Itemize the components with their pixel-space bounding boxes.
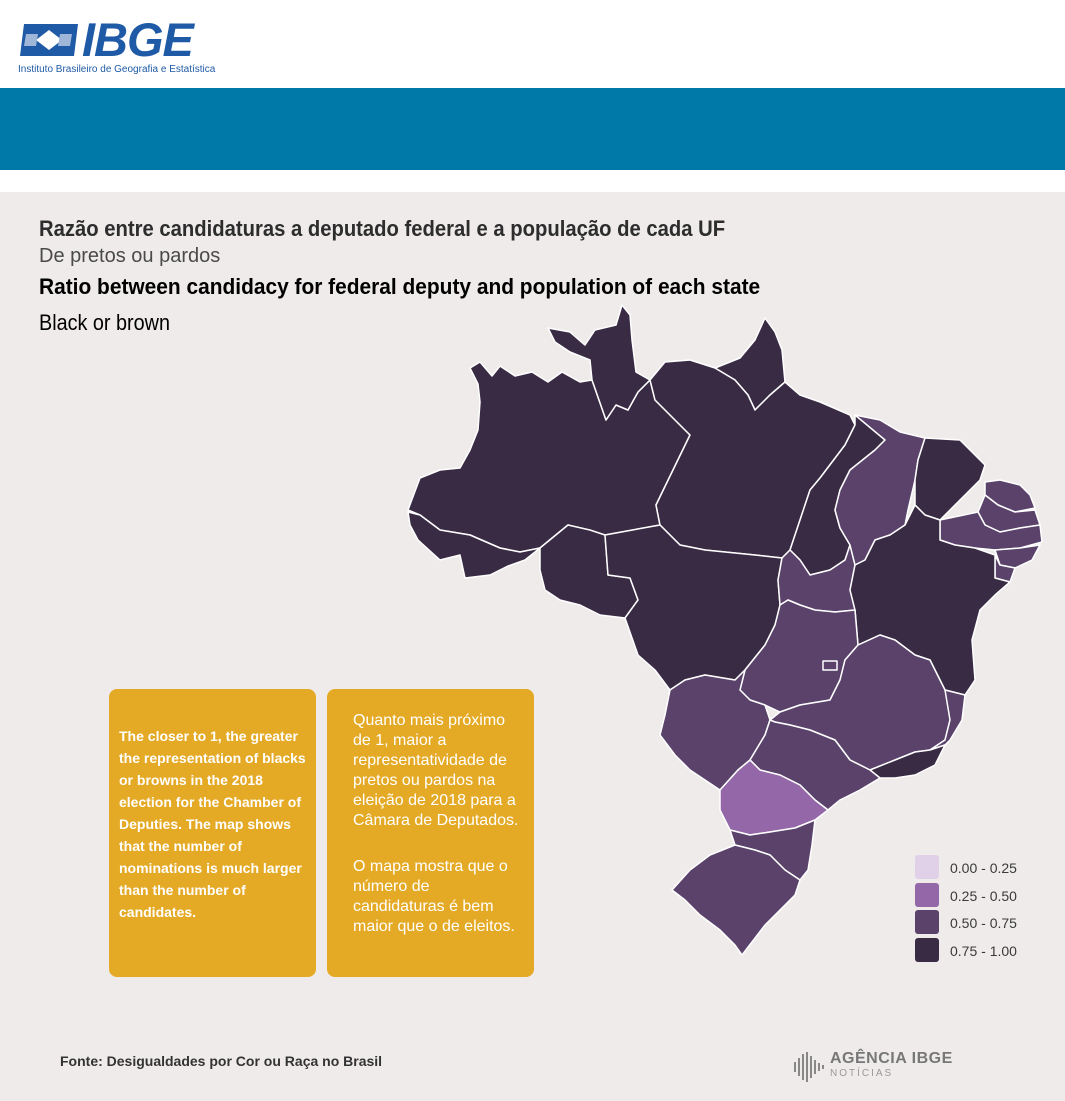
legend-label: 0.50 - 0.75: [950, 915, 1017, 931]
title-portuguese: Razão entre candidaturas a deputado fede…: [39, 216, 726, 241]
legend-item: 0.75 - 1.00: [915, 938, 1055, 962]
subtitle-english: Black or brown: [39, 310, 170, 335]
note-box-english: The closer to 1, the greater the represe…: [109, 689, 316, 977]
state-rs: [671, 844, 801, 956]
note-text-portuguese-1: Quanto mais próximo de 1, maior a repres…: [353, 712, 519, 829]
legend-item: 0.00 - 0.25: [915, 855, 1055, 879]
state-ac: [407, 511, 541, 579]
agencia-ibge-logo[interactable]: AGÊNCIA IBGE NOTÍCIAS: [794, 1048, 952, 1084]
note-box-portuguese: Quanto mais próximo de 1, maior a repres…: [327, 689, 534, 977]
agencia-wordmark: AGÊNCIA IBGE: [830, 1050, 953, 1067]
legend-swatch: [915, 910, 939, 934]
legend-swatch: [915, 855, 939, 879]
agencia-subtitle: NOTÍCIAS: [830, 1068, 894, 1079]
title-english: Ratio between candidacy for federal depu…: [39, 274, 761, 299]
note-text-portuguese-2: O mapa mostra que o número de candidatur…: [353, 858, 515, 935]
legend-swatch: [915, 938, 939, 962]
note-text-english: The closer to 1, the greater the represe…: [119, 728, 306, 920]
logo-subtitle: Instituto Brasileiro de Geografia e Esta…: [18, 64, 216, 75]
source-note: Fonte: Desigualdades por Cor ou Raça no …: [60, 1053, 383, 1069]
ibge-logo[interactable]: IBGE Instituto Brasileiro de Geografia e…: [16, 16, 246, 80]
ibge-logo-mark-icon: [20, 24, 78, 56]
legend-item: 0.25 - 0.50: [915, 883, 1055, 907]
legend-item: 0.50 - 0.75: [915, 910, 1055, 934]
agencia-bars-icon: [794, 1052, 824, 1082]
legend-swatch: [915, 883, 939, 907]
header: IBGE Instituto Brasileiro de Geografia e…: [0, 0, 1065, 88]
legend-label: 0.75 - 1.00: [950, 943, 1017, 959]
state-am: [407, 361, 691, 553]
subtitle-portuguese: De pretos ou pardos: [39, 245, 221, 267]
legend-label: 0.00 - 0.25: [950, 860, 1017, 876]
legend-label: 0.25 - 0.50: [950, 888, 1017, 904]
state-df: [822, 660, 838, 671]
state-rj: [869, 744, 946, 779]
blue-banner: [0, 88, 1065, 170]
logo-wordmark: IBGE: [82, 13, 194, 66]
state-ce: [914, 437, 986, 521]
